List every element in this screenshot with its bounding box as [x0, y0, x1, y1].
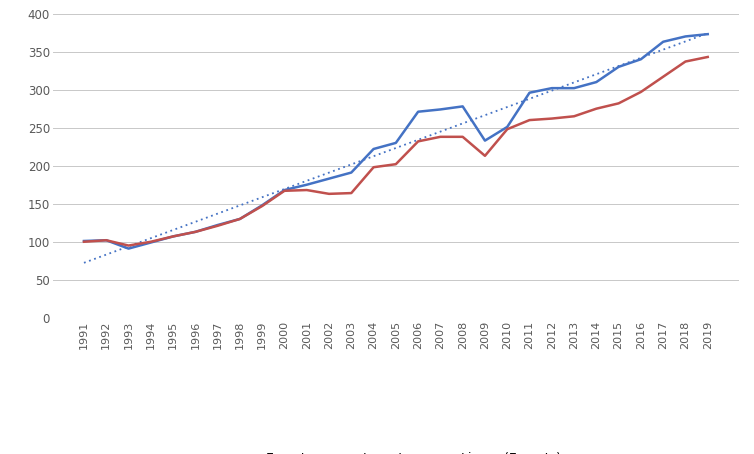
Imports — [525, 117, 534, 123]
Exports — [592, 79, 601, 85]
Linear (Exports) — [235, 202, 244, 208]
Imports — [592, 106, 601, 111]
Exports — [258, 202, 267, 208]
Imports — [280, 188, 289, 193]
Imports — [547, 116, 556, 121]
Linear (Exports) — [592, 71, 601, 77]
Exports — [458, 104, 467, 109]
Imports — [414, 138, 423, 144]
Exports — [436, 107, 445, 112]
Imports — [458, 134, 467, 139]
Imports — [102, 237, 111, 243]
Imports — [369, 164, 378, 170]
Imports — [503, 127, 512, 132]
Imports — [213, 223, 222, 228]
Exports — [547, 85, 556, 91]
Linear (Exports) — [169, 227, 178, 233]
Imports — [235, 216, 244, 222]
Imports — [124, 243, 133, 248]
Linear (Exports) — [146, 236, 155, 241]
Exports — [703, 31, 713, 37]
Line: Imports: Imports — [84, 57, 708, 246]
Exports — [191, 229, 200, 235]
Imports — [391, 162, 400, 167]
Imports — [614, 101, 623, 106]
Imports — [79, 239, 88, 244]
Linear (Exports) — [436, 129, 445, 134]
Exports — [525, 90, 534, 95]
Line: Exports: Exports — [84, 34, 708, 249]
Linear (Exports) — [681, 39, 690, 44]
Exports — [636, 57, 645, 62]
Imports — [324, 191, 333, 197]
Exports — [169, 234, 178, 239]
Linear (Exports) — [124, 244, 133, 249]
Linear (Exports) — [391, 145, 400, 151]
Exports — [391, 140, 400, 146]
Exports — [102, 237, 111, 243]
Linear (Exports) — [79, 260, 88, 266]
Linear (Exports) — [458, 121, 467, 126]
Line: Linear (Exports): Linear (Exports) — [84, 33, 708, 263]
Exports — [503, 124, 512, 130]
Imports — [681, 59, 690, 64]
Linear (Exports) — [614, 63, 623, 69]
Imports — [146, 239, 155, 244]
Linear (Exports) — [302, 178, 311, 183]
Imports — [169, 234, 178, 239]
Imports — [703, 54, 713, 59]
Exports — [280, 188, 289, 193]
Exports — [480, 138, 489, 143]
Exports — [213, 222, 222, 228]
Linear (Exports) — [659, 47, 668, 52]
Imports — [480, 153, 489, 158]
Linear (Exports) — [102, 252, 111, 257]
Exports — [324, 176, 333, 181]
Exports — [614, 64, 623, 69]
Legend: Exports, Imports, Linear (Exports): Exports, Imports, Linear (Exports) — [226, 447, 566, 454]
Linear (Exports) — [569, 80, 578, 85]
Exports — [79, 238, 88, 244]
Exports — [347, 170, 356, 175]
Imports — [636, 89, 645, 95]
Linear (Exports) — [636, 55, 645, 60]
Exports — [569, 85, 578, 91]
Imports — [436, 134, 445, 139]
Exports — [369, 146, 378, 152]
Linear (Exports) — [280, 186, 289, 192]
Linear (Exports) — [703, 30, 713, 36]
Linear (Exports) — [369, 153, 378, 159]
Imports — [191, 229, 200, 235]
Exports — [659, 39, 668, 44]
Linear (Exports) — [414, 137, 423, 143]
Exports — [302, 182, 311, 188]
Exports — [124, 246, 133, 252]
Linear (Exports) — [480, 113, 489, 118]
Linear (Exports) — [191, 219, 200, 225]
Linear (Exports) — [213, 211, 222, 217]
Imports — [347, 190, 356, 196]
Linear (Exports) — [258, 194, 267, 200]
Imports — [659, 74, 668, 79]
Linear (Exports) — [503, 104, 512, 110]
Exports — [681, 34, 690, 39]
Exports — [414, 109, 423, 114]
Linear (Exports) — [347, 162, 356, 167]
Exports — [146, 240, 155, 245]
Exports — [235, 216, 244, 222]
Imports — [258, 203, 267, 209]
Imports — [569, 114, 578, 119]
Linear (Exports) — [324, 170, 333, 175]
Linear (Exports) — [525, 96, 534, 102]
Linear (Exports) — [547, 88, 556, 94]
Imports — [302, 188, 311, 193]
